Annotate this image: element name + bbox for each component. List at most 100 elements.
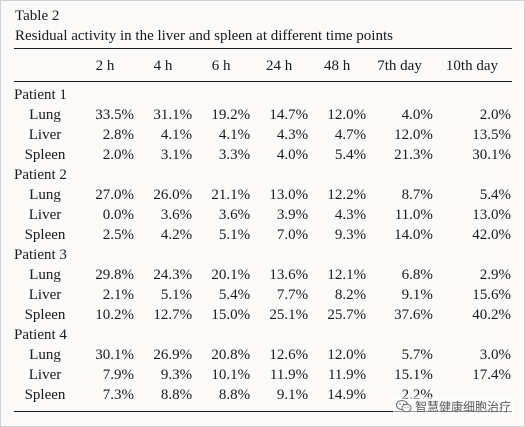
table-cell: 2.1%	[102, 287, 135, 303]
table-cell: 12.1%	[327, 267, 367, 283]
patient-group-row: Patient 1	[14, 79, 511, 105]
table-cell: 8.8%	[160, 387, 193, 403]
table-cell: 15.6%	[472, 287, 511, 303]
organ-label-lung: Lung	[29, 267, 61, 283]
organ-label-spleen: Spleen	[24, 307, 66, 323]
table-cell: 3.6%	[218, 207, 251, 223]
patient-label: Patient 2	[14, 167, 67, 183]
table-cell: 12.7%	[153, 307, 193, 323]
watermark: 智慧健康细胞治疗	[392, 397, 514, 416]
table-row: Liver 2.8% 4.1% 4.1% 4.3% 4.7% 12.0% 13.5%	[14, 125, 511, 145]
table-cell: 7.7%	[276, 287, 309, 303]
table-cell: 37.6%	[394, 307, 433, 323]
organ-label-spleen: Spleen	[24, 387, 66, 403]
table-cell: 26.9%	[153, 347, 193, 363]
table-cell: 12.0%	[327, 107, 367, 123]
table-cell: 4.1%	[160, 127, 193, 143]
organ-label-lung: Lung	[29, 187, 61, 203]
table-cell: 4.0%	[276, 147, 309, 163]
table-cell: 7.3%	[102, 387, 135, 403]
table-cell: 31.1%	[153, 107, 193, 123]
table-cell: 4.7%	[334, 127, 367, 143]
table-cell: 4.1%	[218, 127, 251, 143]
patient-group-row: Patient 4	[14, 325, 511, 345]
table-cell: 33.5%	[95, 107, 135, 123]
table-cell: 11.0%	[394, 207, 433, 223]
table-cell: 7.9%	[102, 367, 135, 383]
table-cell: 2.0%	[479, 107, 511, 123]
table-cell: 5.4%	[479, 187, 511, 203]
table-cell: 14.7%	[269, 107, 309, 123]
organ-label-liver: Liver	[28, 207, 62, 223]
table-cell: 13.0%	[269, 187, 309, 203]
column-header-24h: 24 h	[265, 58, 293, 74]
table-row: Lung 27.0% 26.0% 21.1% 13.0% 12.2% 8.7% 5.4%	[14, 185, 511, 205]
table-cell: 8.2%	[334, 287, 367, 303]
wechat-icon	[395, 400, 412, 413]
table-row: Lung 33.5% 31.1% 19.2% 14.7% 12.0% 4.0% 2.0%	[14, 105, 511, 125]
organ-label-lung: Lung	[29, 107, 61, 123]
table-cell: 20.1%	[211, 267, 251, 283]
table-cell: 8.7%	[401, 187, 433, 203]
table-cell: 14.0%	[394, 227, 433, 243]
table-cell: 9.1%	[276, 387, 309, 403]
table-cell: 30.1%	[472, 147, 511, 163]
table-label: Table 2	[15, 8, 60, 24]
table-cell: 5.4%	[218, 287, 251, 303]
table-cell: 4.3%	[334, 207, 367, 223]
patient-group-row: Patient 3	[14, 245, 511, 265]
table-cell: 4.2%	[160, 227, 193, 243]
table-cell: 11.9%	[327, 367, 367, 383]
header-row: 2 h 4 h 6 h 24 h 48 h 7th day 10th day	[14, 53, 511, 79]
table-cell: 3.1%	[160, 147, 193, 163]
residual-activity-table: 2 h 4 h 6 h 24 h 48 h 7th day 10th day P…	[14, 53, 511, 405]
bottom-rule	[14, 411, 512, 412]
table-cell: 5.7%	[401, 347, 433, 363]
table-row: Spleen 7.3% 8.8% 8.8% 9.1% 14.9% 2.2%	[14, 385, 511, 405]
organ-label-spleen: Spleen	[24, 147, 66, 163]
column-header-2h: 2 h	[95, 58, 115, 74]
table-row: Spleen 2.5% 4.2% 5.1% 7.0% 9.3% 14.0% 42.0%	[14, 225, 511, 245]
organ-label-lung: Lung	[29, 347, 61, 363]
column-header-6h: 6 h	[211, 58, 231, 74]
table-cell: 12.2%	[327, 187, 367, 203]
table-cell: 17.4%	[472, 367, 511, 383]
table-cell: 2.0%	[102, 147, 135, 163]
patient-label: Patient 1	[14, 87, 67, 103]
table-cell: 3.6%	[160, 207, 193, 223]
table-cell: 9.1%	[401, 287, 433, 303]
table-caption: Residual activity in the liver and splee…	[15, 28, 393, 44]
table-cell: 12.6%	[269, 347, 309, 363]
organ-label-spleen: Spleen	[24, 227, 66, 243]
table-cell: 4.0%	[401, 107, 433, 123]
table-cell: 25.1%	[269, 307, 309, 323]
table-cell: 5.4%	[334, 147, 367, 163]
table-cell: 25.7%	[327, 307, 367, 323]
header-corner	[14, 53, 76, 79]
table-cell: 3.0%	[479, 347, 511, 363]
watermark-text: 智慧健康细胞治疗	[414, 400, 511, 414]
table-cell: 10.2%	[95, 307, 135, 323]
patient-label: Patient 4	[14, 327, 67, 343]
table-cell: 3.9%	[276, 207, 309, 223]
table-cell: 6.8%	[401, 267, 433, 283]
table-cell: 5.1%	[218, 227, 251, 243]
table-row: Liver 2.1% 5.1% 5.4% 7.7% 8.2% 9.1% 15.6%	[14, 285, 511, 305]
column-header-4h: 4 h	[153, 58, 173, 74]
table-cell: 5.1%	[160, 287, 193, 303]
table-row: Liver 0.0% 3.6% 3.6% 3.9% 4.3% 11.0% 13.0%	[14, 205, 511, 225]
table-cell: 15.1%	[394, 367, 433, 383]
table-cell: 13.5%	[472, 127, 511, 143]
table-cell: 40.2%	[472, 307, 511, 323]
organ-label-liver: Liver	[28, 287, 62, 303]
table-cell: 0.0%	[102, 207, 135, 223]
table-cell: 2.5%	[102, 227, 135, 243]
table-cell: 20.8%	[211, 347, 251, 363]
table-cell: 19.2%	[211, 107, 251, 123]
table-cell: 21.3%	[394, 147, 433, 163]
table-cell: 29.8%	[95, 267, 135, 283]
table-row: Liver 7.9% 9.3% 10.1% 11.9% 11.9% 15.1% 17.4%	[14, 365, 511, 385]
table-cell: 42.0%	[472, 227, 511, 243]
table-cell: 2.9%	[479, 267, 511, 283]
